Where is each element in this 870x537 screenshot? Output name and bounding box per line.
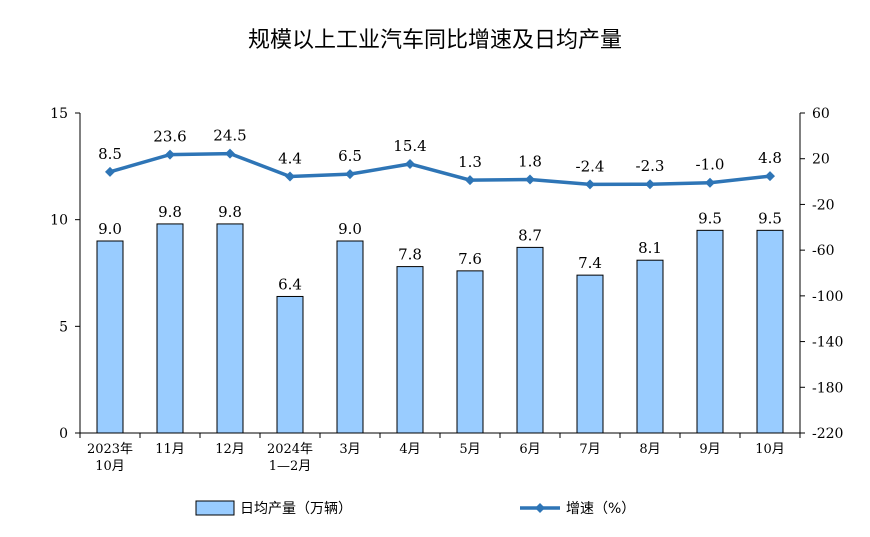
bar: [216, 223, 244, 434]
bar-value-label: 9.0: [338, 220, 362, 238]
y-right-tick-label: -60: [812, 243, 835, 259]
line-point: [765, 171, 775, 182]
line-value-label: 4.8: [758, 149, 782, 167]
y-right-tick-label: -220: [812, 426, 843, 442]
y-left-tick-label: 15: [50, 106, 68, 122]
y-right-tick-label: -180: [812, 380, 843, 396]
bar: [276, 295, 304, 434]
legend-line-marker: [535, 503, 545, 513]
line-point: [645, 179, 655, 190]
bar: [336, 240, 364, 434]
bar: [96, 240, 124, 434]
bar-value-label: 8.1: [638, 239, 662, 257]
bar-value-label: 7.4: [578, 254, 602, 272]
y-right-tick-label: 20: [812, 152, 830, 168]
x-tick-label: 6月: [519, 442, 540, 457]
growth-line: [109, 151, 771, 187]
bar-value-label: 7.8: [398, 246, 422, 264]
bar-value-label: 7.6: [458, 250, 482, 268]
bar-value-label: 9.8: [218, 203, 242, 221]
y-right-tick-label: -100: [812, 289, 843, 305]
bar-value-label: 8.7: [518, 226, 542, 244]
y-right-tick-label: 60: [812, 106, 830, 122]
x-tick-label: 8月: [639, 442, 660, 457]
line-value-label: 23.6: [153, 128, 186, 146]
y-right-tick-label: -20: [812, 197, 835, 213]
chart-title: 规模以上工业汽车同比增速及日均产量: [247, 28, 622, 53]
bar: [456, 270, 484, 434]
bar-value-label: 9.5: [758, 209, 782, 227]
x-tick-label: 4月: [399, 442, 420, 457]
x-tick-label: 12月: [215, 442, 245, 457]
x-tick-label: 5月: [459, 442, 480, 457]
x-tick-label: 11月: [155, 442, 185, 457]
y-left-tick-label: 10: [50, 213, 68, 229]
bars: [96, 223, 784, 434]
line-point: [405, 158, 415, 169]
line-value-label: 6.5: [338, 147, 362, 165]
y-left-tick-label: 5: [59, 319, 68, 335]
line-point: [705, 177, 715, 188]
bar: [156, 223, 184, 434]
bar: [696, 229, 724, 434]
x-tick-label: 10月: [755, 442, 785, 457]
line-point: [465, 175, 475, 186]
legend: 日均产量（万辆） 增速（%）: [195, 500, 635, 517]
axes: 0 5 10 15 60 20 -20 -60 -100 -140 -180 -220 2023年 10月…: [50, 106, 843, 474]
line-value-label: 8.5: [98, 145, 122, 163]
line-value-label: 15.4: [393, 137, 426, 155]
line-value-label: 1.3: [458, 153, 482, 171]
line-point: [525, 174, 535, 185]
line-value-label: 1.8: [518, 153, 542, 171]
line-point: [585, 179, 595, 190]
line-value-label: 24.5: [213, 127, 246, 145]
bar-value-label: 9.8: [158, 203, 182, 221]
x-tick-label: 2023年 10月: [87, 442, 133, 474]
y-left-tick-label: 0: [59, 426, 68, 442]
line-point: [165, 149, 175, 160]
bar: [756, 229, 784, 434]
line-value-label: 4.4: [278, 150, 302, 168]
line-value-label: -1.0: [696, 156, 725, 174]
line-series: [105, 148, 775, 190]
value-labels: 9.0 9.8 9.8 6.4 9.0 7.8 7.6 8.7 7.4 8.1 9.5 9.5 8.5 2…: [98, 127, 782, 294]
bar: [516, 246, 544, 434]
legend-bar-label: 日均产量（万辆）: [240, 501, 352, 517]
x-tick-label: 9月: [699, 442, 720, 457]
bar-value-label: 9.0: [98, 220, 122, 238]
line-point: [285, 171, 295, 182]
line-value-label: -2.3: [636, 157, 665, 175]
line-point: [345, 169, 355, 180]
legend-bar-swatch: [195, 500, 235, 516]
bar-value-label: 9.5: [698, 209, 722, 227]
x-tick-label: 7月: [579, 442, 600, 457]
bar: [576, 274, 604, 434]
legend-line-label: 增速（%）: [566, 501, 635, 517]
bar: [636, 259, 664, 434]
x-tick-label: 2024年 1—2月: [267, 442, 313, 474]
bar-value-label: 6.4: [278, 275, 302, 293]
line-point: [105, 166, 115, 177]
bar: [396, 266, 424, 434]
y-right-tick-label: -140: [812, 335, 843, 351]
line-value-label: -2.4: [576, 157, 605, 175]
x-tick-label: 3月: [339, 442, 360, 457]
line-point: [225, 148, 235, 159]
